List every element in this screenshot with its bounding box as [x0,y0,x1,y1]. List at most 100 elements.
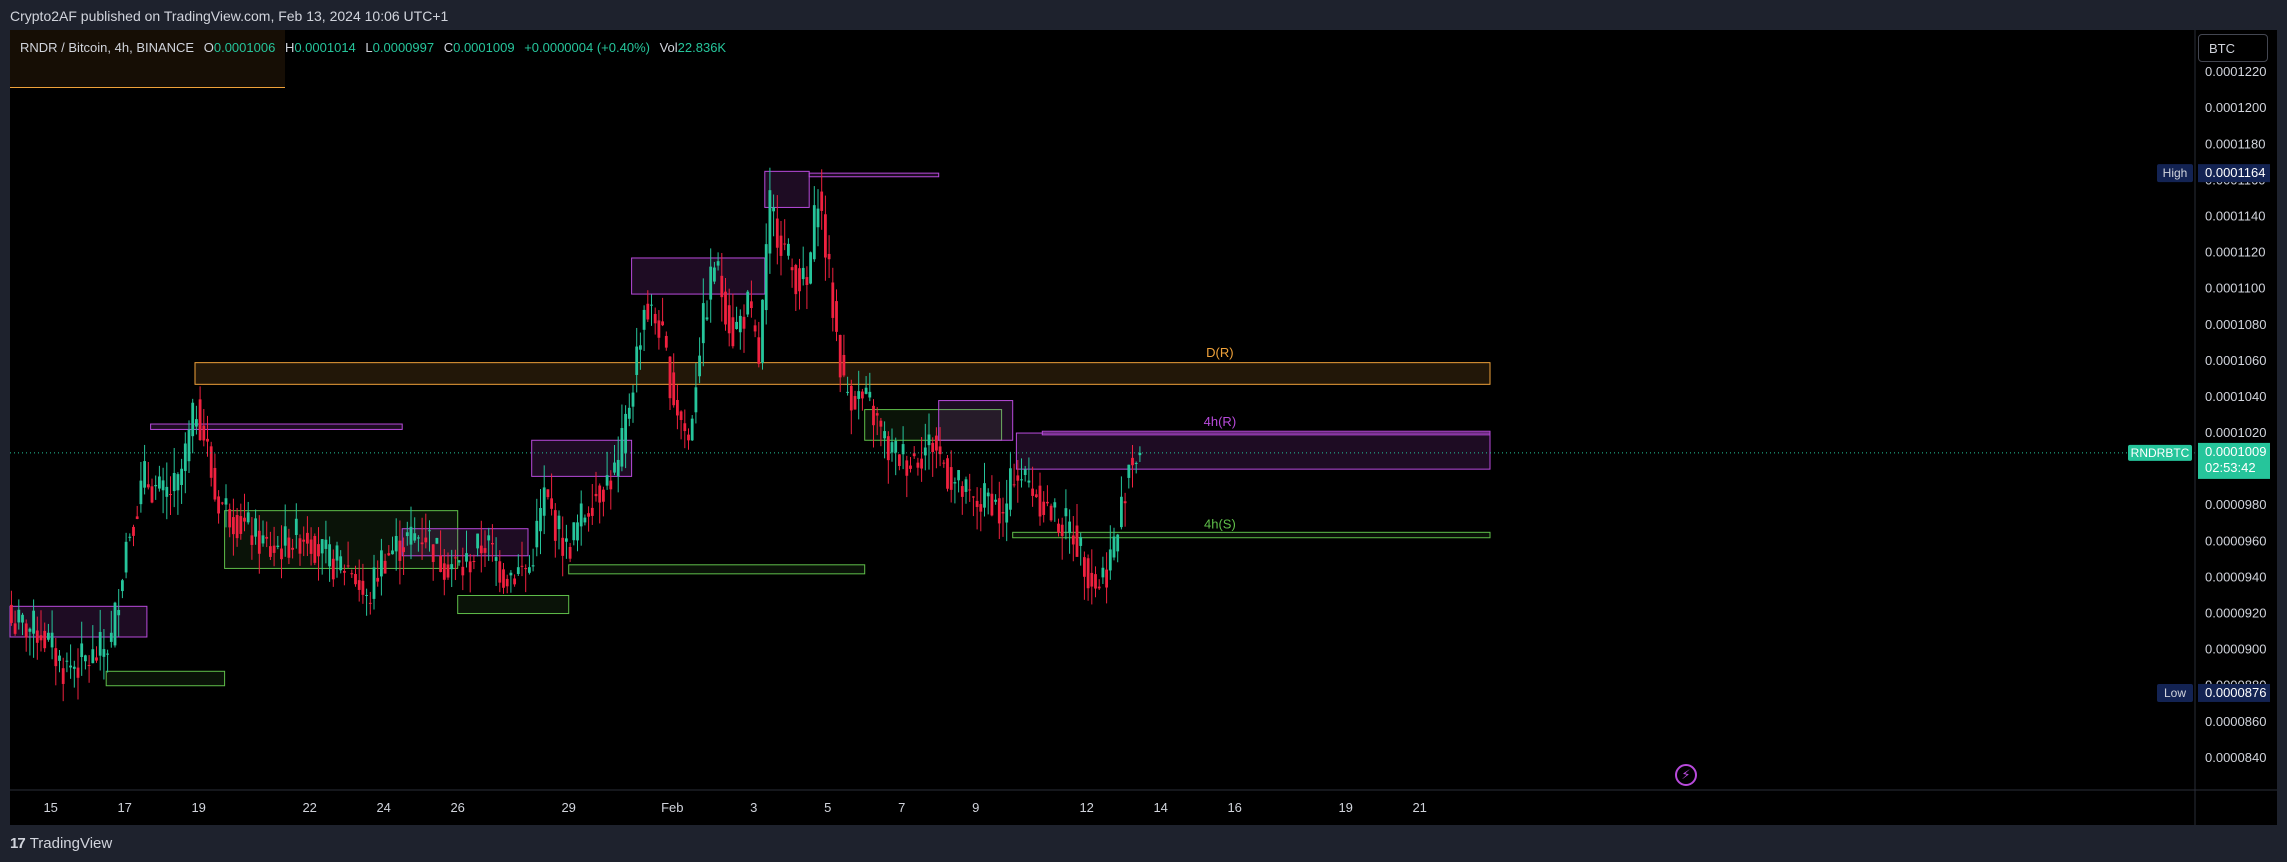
candle [80,643,84,658]
legend-change: +0.0000004 (+0.40%) [524,40,650,55]
candle [701,303,705,344]
candle [613,462,616,473]
candle [772,207,775,212]
high-marker-bg [2157,164,2193,183]
candle [676,399,679,416]
candle [461,566,465,576]
candle [735,321,738,330]
x-tick-label: 21 [1412,800,1426,815]
chart-pane[interactable] [10,30,2277,825]
candle [380,550,383,577]
candle [47,632,50,640]
candle [557,515,561,530]
candle [235,515,239,539]
candle [354,574,357,585]
lightning-icon[interactable]: ⚡ [1675,764,1697,786]
y-tick-label: 0.0001200 [2205,100,2266,115]
candle [169,493,172,496]
x-tick-label: 12 [1079,800,1093,815]
candle [946,458,949,489]
candle [672,372,676,406]
candle [1086,558,1090,589]
candle [779,235,783,256]
candle [1071,535,1075,545]
candle [1020,479,1023,481]
candle [764,244,768,311]
candle [109,632,113,642]
candle [1131,457,1134,466]
candle [1038,485,1042,517]
candle [95,657,98,661]
candle [50,632,54,648]
last-price-bg [2198,442,2270,479]
candle [442,563,446,580]
y-tick-label: 0.0000860 [2205,714,2266,729]
footer-bar: 17 TradingView [0,828,2287,862]
candle [150,486,154,503]
x-tick-label: 22 [302,800,316,815]
candle [394,535,398,552]
candle [857,391,861,399]
candle [1023,469,1027,476]
candle [731,317,735,347]
candle [960,486,964,497]
candle [302,539,306,542]
candle [246,512,250,523]
x-tick-label: 16 [1227,800,1241,815]
candle [572,522,576,541]
tradingview-logo[interactable]: 17 TradingView [10,835,112,852]
candle [10,604,13,623]
candle [635,346,639,375]
candle [609,480,613,490]
candle [65,660,69,662]
candle [450,564,454,570]
publish-text: Crypto2AF published on TradingView.com, … [10,8,449,24]
candle [524,568,528,570]
candle [957,470,960,481]
candle [594,493,598,497]
candle [1034,494,1038,498]
currency-unit-button[interactable]: BTC [2198,34,2268,62]
candle [709,266,713,300]
candle [84,655,87,662]
legend-high-label: H [284,40,295,55]
candle [328,544,331,567]
candle [616,459,620,477]
candle [191,402,195,437]
candle [1094,574,1097,589]
candle [413,533,417,541]
candle [121,580,124,592]
candle [1101,567,1105,578]
candle [391,550,394,555]
candle [757,337,761,364]
candle [209,446,213,478]
candle [883,431,886,439]
candle [1120,496,1123,528]
candle [346,565,350,567]
candle [964,479,968,492]
candle [528,567,531,573]
candle [220,502,224,504]
legend-low: 0.0000997 [372,40,435,55]
candle [990,493,994,516]
candle [331,558,335,580]
candle [483,548,487,553]
candle [1057,523,1060,533]
y-tick-label: 0.0001060 [2205,353,2266,368]
candle [409,526,413,545]
candle [931,442,935,453]
candle [653,313,657,324]
candle [239,516,243,534]
candle [664,335,668,348]
candle [172,472,176,492]
candle [439,555,442,572]
sr-zone-0 [9,605,148,638]
candle [694,387,698,413]
candle [17,609,21,623]
legend-symbol[interactable]: RNDR / Bitcoin, 4h, BINANCE [20,40,195,55]
candle [498,561,502,583]
y-tick-label: 0.0000940 [2205,569,2266,584]
candle [431,544,435,562]
candle [320,539,324,554]
